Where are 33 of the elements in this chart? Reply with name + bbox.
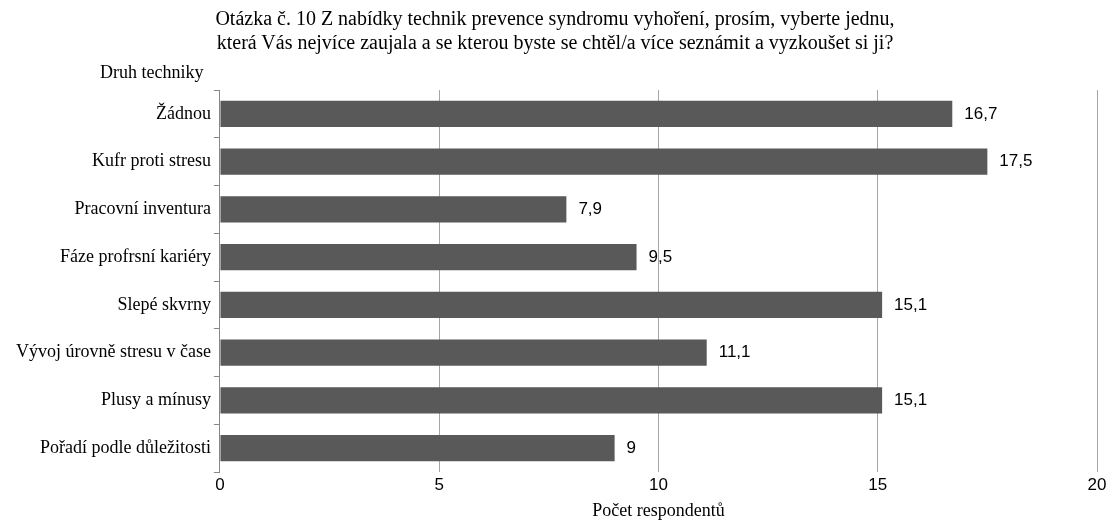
x-tick-label: 20 xyxy=(1087,474,1107,494)
data-label: 9,5 xyxy=(648,246,673,266)
y-tick-label: Slepé skvrny xyxy=(117,293,211,314)
bar xyxy=(220,339,707,366)
y-tick-label: Pracovní inventura xyxy=(74,198,211,219)
text: která Vás nejvíce zaujala a se kterou byste se chtěl/a více seznámit a vyzkoušet si ji? xyxy=(216,31,894,54)
x-tick-label: 0 xyxy=(215,474,225,494)
y-tick-label: Fáze profrsní kariéry xyxy=(60,245,211,266)
data-label: 11,1 xyxy=(718,342,751,362)
bar xyxy=(220,243,637,271)
bar xyxy=(220,100,953,128)
y-tick-label: Plusy a mínusy xyxy=(100,389,211,410)
bar xyxy=(220,387,883,414)
data-label: 15,1 xyxy=(894,390,928,410)
y-axis-title: Druh techniky xyxy=(99,61,204,82)
y-tick-label: Žádnou xyxy=(155,101,211,123)
x-tick-label: 10 xyxy=(649,474,668,494)
x-tick-label: 15 xyxy=(868,474,888,494)
bar xyxy=(220,291,883,319)
x-axis-title: Počet respondentů xyxy=(592,499,725,520)
data-label: 15,1 xyxy=(894,294,928,314)
x-tick-label: 5 xyxy=(434,474,444,494)
bar xyxy=(220,434,615,462)
y-tick-label: Pořadí podle důležitosti xyxy=(39,436,211,457)
y-tick-label: Kufr proti stresu xyxy=(91,150,211,171)
bar xyxy=(220,148,988,175)
y-tick-label: Vývoj úrovně stresu v čase xyxy=(16,341,211,362)
data-label: 7,9 xyxy=(578,199,603,219)
data-label: 17,5 xyxy=(999,151,1033,171)
data-label: 16,7 xyxy=(964,103,998,123)
bar xyxy=(220,196,567,223)
text: Otázka č. 10 Z nabídky technik prevence syndromu vyhoření, prosím, vyberte jednu, xyxy=(215,7,895,30)
data-label: 9 xyxy=(626,437,637,457)
